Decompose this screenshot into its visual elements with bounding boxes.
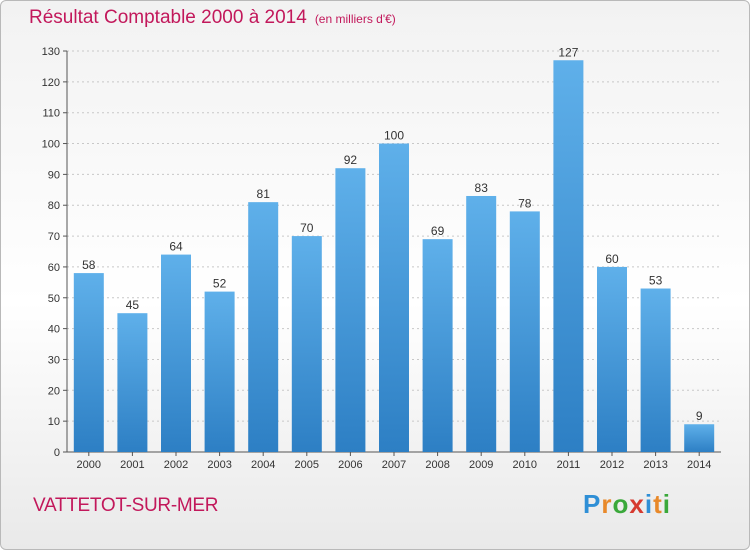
x-tick-label: 2004 — [251, 459, 275, 471]
logo-letter: r — [601, 489, 613, 519]
data-label: 92 — [344, 153, 358, 167]
data-label: 9 — [696, 409, 703, 423]
x-tick-label: 2000 — [77, 459, 101, 471]
y-tick-label: 10 — [48, 416, 60, 428]
y-tick-label: 100 — [42, 139, 60, 151]
x-tick-label: 2010 — [513, 459, 537, 471]
bar[interactable] — [291, 236, 322, 452]
data-label: 100 — [384, 129, 404, 143]
y-tick-label: 90 — [48, 169, 60, 181]
logo-letter: x — [629, 489, 645, 519]
data-label: 127 — [558, 45, 578, 59]
bar[interactable] — [640, 288, 671, 452]
x-tick-label: 2008 — [425, 459, 449, 471]
bar[interactable] — [117, 313, 148, 452]
bars — [73, 60, 715, 453]
data-label: 83 — [475, 181, 489, 195]
data-label: 69 — [431, 224, 445, 238]
logo-letter: t — [653, 489, 663, 519]
data-label: 52 — [213, 277, 227, 291]
bar[interactable] — [73, 273, 104, 452]
y-tick-label: 110 — [42, 108, 60, 120]
data-label: 70 — [300, 221, 314, 235]
logo-letter: i — [662, 489, 671, 519]
y-tick-label: 50 — [48, 293, 60, 305]
y-tick-label: 0 — [54, 447, 60, 459]
bar[interactable] — [684, 424, 715, 452]
logo-letter: P — [583, 489, 602, 519]
y-tick-label: 30 — [48, 354, 60, 366]
y-tick-label: 80 — [48, 200, 60, 212]
x-tick-label: 2014 — [687, 459, 711, 471]
x-tick-label: 2002 — [164, 459, 188, 471]
x-tick-label: 2011 — [557, 459, 581, 471]
data-label: 58 — [82, 258, 96, 272]
logo-letter: i — [644, 489, 654, 519]
chart-subtitle: (en milliers d'€) — [314, 12, 396, 26]
bar[interactable] — [161, 254, 191, 452]
proxiti-logo[interactable]: Proxiti — [583, 489, 671, 520]
bar[interactable] — [335, 168, 366, 452]
data-label: 81 — [257, 187, 271, 201]
x-tick-label: 2007 — [382, 459, 406, 471]
bar[interactable] — [509, 211, 540, 452]
x-tick-label: 2009 — [469, 459, 493, 471]
chart-title: Résultat Comptable 2000 à 2014 (en millie… — [29, 7, 396, 29]
bar[interactable] — [466, 195, 497, 452]
commune-name: VATTETOT-SUR-MER — [33, 495, 219, 516]
x-tick-label: 2012 — [600, 459, 624, 471]
data-label: 78 — [518, 196, 532, 210]
data-label: 64 — [169, 240, 183, 254]
data-label: 60 — [605, 252, 619, 266]
data-label: 53 — [649, 274, 663, 288]
data-label: 45 — [126, 298, 140, 312]
x-tick-label: 2005 — [295, 459, 319, 471]
x-tick-label: 2013 — [643, 459, 667, 471]
y-tick-label: 130 — [42, 46, 60, 58]
labels: 0 10 20 30 40 50 60 70 80 90 100 110 120 130 2000 58 200… — [42, 45, 712, 471]
x-tick-label: 2006 — [338, 459, 362, 471]
bar[interactable] — [379, 143, 409, 453]
x-tick-label: 2001 — [120, 459, 144, 471]
y-tick-label: 20 — [48, 385, 60, 397]
x-tick-label: 2003 — [207, 459, 231, 471]
y-tick-label: 120 — [42, 77, 60, 89]
y-tick-label: 60 — [48, 262, 60, 274]
bar[interactable] — [553, 60, 584, 452]
bar[interactable] — [204, 291, 235, 452]
y-tick-label: 40 — [48, 324, 60, 336]
chart-title-text: Résultat Comptable 2000 à 2014 — [29, 7, 307, 28]
bar[interactable] — [248, 202, 279, 452]
logo-letter: o — [612, 489, 630, 519]
bar[interactable] — [422, 239, 453, 452]
bar[interactable] — [597, 266, 627, 452]
y-tick-label: 70 — [48, 231, 60, 243]
